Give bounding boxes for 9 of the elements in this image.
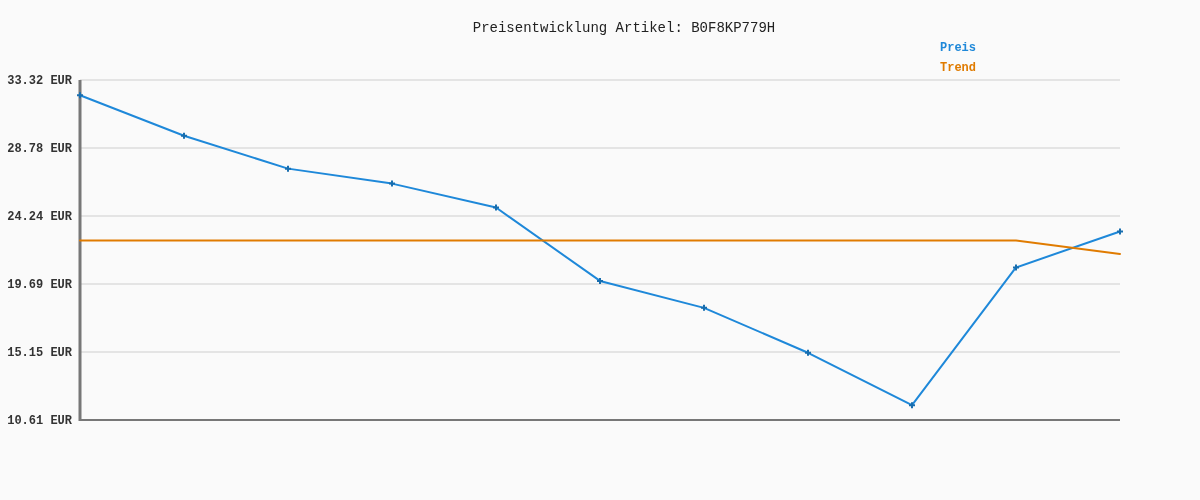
y-tick-label: 28.78 EUR: [7, 142, 73, 157]
y-tick-label: 15.15 EUR: [7, 346, 73, 361]
y-tick-label: 10.61 EUR: [7, 414, 73, 429]
y-tick-label: 33.32 EUR: [7, 74, 73, 89]
text: Preis: [940, 41, 977, 56]
chart-title: Preisentwicklung Artikel: B0F8KP779H: [472, 20, 776, 36]
y-tick-label: 24.24 EUR: [7, 210, 73, 225]
text: Trend: [940, 61, 977, 76]
y-tick-label: 19.69 EUR: [7, 278, 73, 293]
